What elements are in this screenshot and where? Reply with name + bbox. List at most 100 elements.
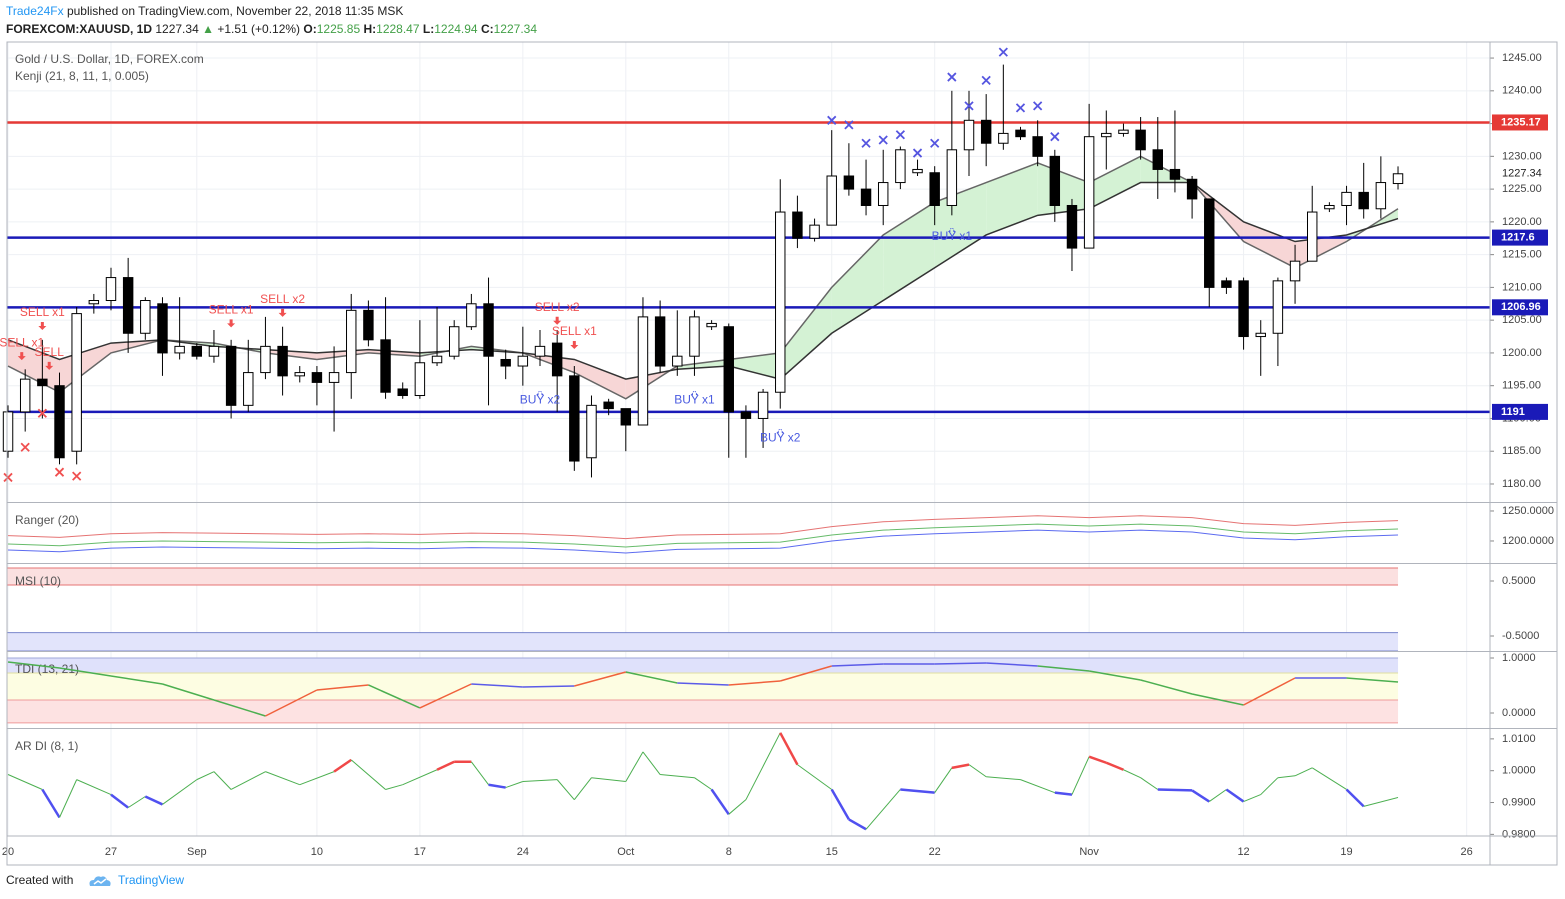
cross-mark [72,471,82,481]
indicator-segment [488,783,506,789]
signal-label: SELL x1 [209,303,254,317]
price-level-label: 1191 [1501,406,1525,418]
candle-body [620,408,632,426]
candle-body [414,362,426,397]
price-level-label: 1217.6 [1501,232,1535,244]
indicator-segment [728,680,781,686]
indicator-segment [677,682,729,686]
indicator-segment [333,758,352,773]
cross-mark [3,472,13,483]
candle-body [140,300,151,334]
last-price: 1227.34 [155,22,199,36]
indicator-segment [368,684,421,709]
y-tick-label: 0.9900 [1502,796,1536,808]
candle-body [1066,204,1078,249]
candle-body [1341,191,1352,206]
candle-body [912,168,923,174]
indicator-segment [728,799,747,815]
signal-label: SELL x1 [0,335,45,349]
candle-body [54,385,65,459]
indicator-segment [1071,756,1090,795]
indicator-segment [162,779,198,805]
indicator-segment [419,683,472,709]
candle-body [809,224,820,239]
candle-body [1152,149,1163,170]
indicator-segment [522,779,558,783]
indicator-segment [1191,693,1244,706]
x-tick-label: 8 [726,846,732,858]
kenji-line [7,181,1399,380]
cross-mark [964,101,974,111]
indicator-segment [59,779,78,818]
y-tick-label: 0.0000 [1502,707,1536,719]
y-tick-label: 1230.00 [1502,150,1542,162]
panel-title: Gold / U.S. Dollar, 1D, FOREX.com [15,52,204,66]
y-tick-label: 1210.00 [1502,281,1542,293]
candle-body [637,316,649,426]
indicator-segment [7,774,43,790]
band [7,700,1399,723]
candle-body [792,211,803,239]
cross-mark [981,75,991,85]
created-with: Created with [6,873,74,887]
indicator-segment [848,818,867,831]
brand[interactable]: TradingView [118,873,185,887]
indicator-segment [7,661,60,669]
signal-arrow [17,352,26,361]
candle-body [311,372,323,383]
kenji-fill [1089,156,1141,209]
indicator-segment [934,767,953,793]
candle-body [431,355,443,364]
candle-body [208,345,220,357]
indicator-segment [831,663,884,667]
cross-mark [827,115,837,125]
y-tick-label: 1215.00 [1502,249,1542,261]
indicator-segment [1294,767,1313,777]
candle-body [929,172,940,206]
y-tick-label: 1200.0000 [1502,535,1554,547]
candle-body [1118,129,1129,134]
x-tick-label: Sep [187,846,207,858]
signal-label: BUY x2 [520,392,561,406]
cross-mark [895,130,906,140]
candle-body [1032,136,1043,157]
signal-arrow [38,321,47,330]
y-tick-label: 1245.00 [1502,52,1542,64]
kenji-fill [1037,162,1090,216]
indicator-segment [865,789,901,830]
signal-arrow [553,316,562,325]
candle-body [551,342,563,377]
candle-body [466,303,477,328]
indicator-line [8,529,1399,554]
band [7,632,1399,651]
x-tick-label: 15 [826,846,838,858]
y-tick-label: 1195.00 [1502,380,1541,392]
y-tick-label: 1225.00 [1502,183,1542,195]
frame [6,41,1558,866]
indicator-segment [1208,789,1227,802]
kenji-fill [986,162,1038,235]
published: published on TradingView.com, November 2… [66,4,404,18]
cross-mark [1033,101,1043,111]
candle-body [71,313,82,452]
indicator-segment [797,764,833,790]
candle-body [826,175,837,226]
candle-body [1204,198,1215,288]
indicator-segment [230,771,266,790]
ohlc-key: O: [303,22,317,36]
publisher[interactable]: Trade24Fx [6,4,64,18]
indicator-segment [625,671,678,684]
candle-body [157,303,168,354]
indicator-segment [76,779,112,796]
indicator-segment [986,776,1021,781]
signal-arrow [776,429,785,434]
cross-mark [861,138,871,148]
indicator-segment [213,771,232,790]
candle-body [483,303,494,357]
indicator-segment [59,667,112,677]
candle-body [1015,129,1026,138]
candle-body [397,388,408,397]
x-tick-label: 27 [105,846,117,858]
candle-body [105,277,117,302]
